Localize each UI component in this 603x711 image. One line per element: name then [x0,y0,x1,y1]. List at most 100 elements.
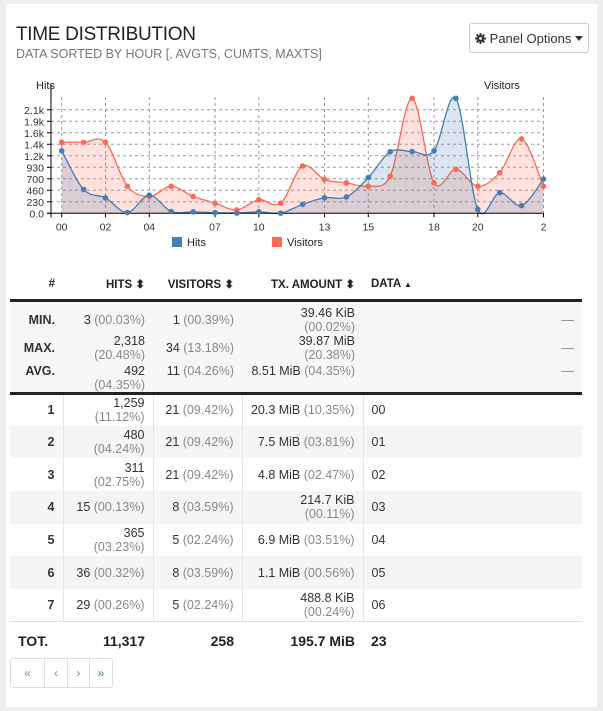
cell-tx: 488.8 KiB (00.24%) [241,589,363,622]
hits-line [61,96,545,215]
hits-point[interactable] [540,176,547,182]
last-page-button[interactable]: » [89,659,112,687]
table-row[interactable]: 4 15 (00.13%) 8 (03.59%) 214.7 KiB (00.11%)… [10,491,582,524]
table-row[interactable]: 1 1,259 (11.12%) 21 (09.42%) 20.3 MiB (10.3… [10,393,582,426]
hits-point[interactable] [102,195,109,201]
cell-num: 5 [47,533,55,548]
cell-visitors: 21 (09.42%) [152,425,242,459]
visitors-point[interactable] [168,183,174,190]
hits-point[interactable] [234,210,240,216]
visitors-point[interactable] [496,169,503,176]
summary-row: MAX. 2,318 (20.48%) 34 (13.18%) 39.87 MiB (… [10,333,582,362]
table-row[interactable]: 6 36 (00.32%) 8 (03.59%) 1.1 MiB (00.56%) 05 [10,556,582,590]
panel-options-button[interactable]: Panel Options [469,23,589,53]
visitors-point[interactable] [321,176,328,183]
prev-page-button[interactable]: ‹ [44,659,67,687]
table-row[interactable]: 3 311 (02.75%) 21 (09.42%) 4.8 MiB (02.47%)… [10,458,582,492]
cell-hits: 29 (00.26%) [62,589,153,622]
gear-icon [474,32,486,44]
sort-icon: ⬍ [135,279,145,292]
hits-point[interactable] [190,209,196,215]
visitors-point[interactable] [255,196,262,203]
cell-hits: 1,259 (11.12%) [62,393,153,426]
hits-point[interactable] [80,186,87,193]
hits-point[interactable] [365,174,372,181]
total-data: 23 [363,621,582,660]
hits-point[interactable] [518,202,525,209]
hits-point[interactable] [321,194,328,201]
first-page-button[interactable]: « [24,666,31,680]
visitors-point[interactable] [80,139,87,146]
caret-down-icon [575,35,584,41]
cell-hits: 3 (00.03%) [63,300,153,334]
visitors-point[interactable] [343,180,350,186]
summary-label: AVG. [10,361,63,395]
col-data[interactable]: DATA ▲ [363,270,582,302]
summary-label: MAX. [10,333,63,362]
next-page-button[interactable]: › [67,659,89,687]
hits-point[interactable] [343,194,350,200]
col-visitors[interactable]: VISITORS ⬍ [153,270,242,302]
x-tick-label: 15 [362,221,374,233]
cell-tx: 8.51 MiB (04.35%) [242,361,363,395]
visitors-point[interactable] [453,166,459,173]
total-tx: 195.7 MiB [242,621,363,660]
y-tick-label: 1.6k [24,128,45,140]
hits-point[interactable] [212,209,218,216]
cell-data: 06 [362,589,582,622]
col-hits[interactable]: HITS ⬍ [63,270,153,302]
hits-point[interactable] [255,209,262,215]
col-tx-amount[interactable]: TX. AMOUNT ⬍ [242,270,363,302]
cell-tx: 4.8 MiB (02.47%) [241,458,363,492]
cell-tx: 39.46 KiB (00.02%) [242,300,363,334]
panel-title: TIME DISTRIBUTION [16,24,196,45]
y-tick-label: 0.0 [29,208,44,220]
visitors-point[interactable] [540,183,547,190]
table-row[interactable]: 5 365 (03.23%) 5 (02.24%) 6.9 MiB (03.51%) 0… [10,523,582,557]
hits-point[interactable] [58,148,65,154]
cell-visitors: 1 (00.39%) [153,300,242,334]
visitors-point[interactable] [387,173,394,179]
cell-visitors: 21 (09.42%) [152,393,242,426]
cell-hits: 480 (04.24%) [62,425,153,459]
pagination: « ‹ › » [10,658,113,688]
visitors-point[interactable] [58,139,65,146]
hits-point[interactable] [453,95,459,102]
visitors-point[interactable] [409,95,415,102]
hits-point[interactable] [387,148,394,155]
col-num: # [10,270,63,302]
cell-num: 1 [47,403,55,418]
visitors-point[interactable] [365,183,372,190]
visitors-point[interactable] [299,163,306,169]
visitors-point[interactable] [124,183,131,190]
x-tick-label: 00 [56,221,68,233]
summary-label: MIN. [10,300,63,334]
visitors-point[interactable] [518,136,525,142]
hits-point[interactable] [299,201,306,208]
cell-tx: 7.5 MiB (03.81%) [241,425,363,459]
visitors-point[interactable] [102,139,109,146]
y-tick-label: 460 [26,185,44,197]
x-tick-label: 13 [319,221,331,233]
hits-point[interactable] [168,208,174,215]
hits-point[interactable] [409,148,415,155]
x-tick-label: 02 [100,221,112,233]
hits-point[interactable] [124,209,131,216]
visitors-point[interactable] [431,180,437,186]
hits-point[interactable] [496,189,503,196]
y-tick-label: 1.9k [24,116,45,128]
hits-point[interactable] [475,206,481,213]
table-row[interactable]: 7 29 (00.26%) 5 (02.24%) 488.8 KiB (00.24%)… [10,589,582,622]
hits-point[interactable] [146,192,153,198]
cell-hits: 15 (00.13%) [62,491,153,524]
hits-point[interactable] [431,147,437,154]
visitors-point[interactable] [277,200,284,206]
table-row[interactable]: 2 480 (04.24%) 21 (09.42%) 7.5 MiB (03.81%)… [10,425,582,459]
visitors-point[interactable] [212,200,218,206]
x-tick-label: 10 [253,221,265,233]
hits-point[interactable] [277,210,284,216]
visitors-point[interactable] [190,193,196,200]
total-row: TOT. 11,317 258 195.7 MiB 23 [10,621,582,660]
cell-visitors: 11 (04.26%) [153,361,242,395]
visitors-point[interactable] [475,183,481,190]
